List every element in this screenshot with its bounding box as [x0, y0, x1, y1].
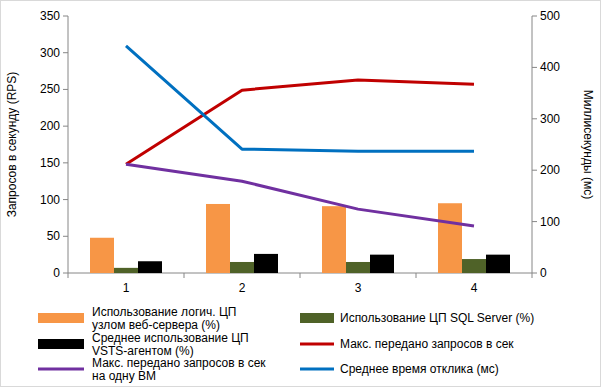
y2-tick-label: 300	[540, 112, 560, 126]
legend-label-line: Макс. передано запросов в сек	[92, 356, 266, 370]
y2-tick	[532, 16, 537, 17]
bar	[346, 262, 370, 273]
y2-tick-label: 0	[540, 266, 547, 280]
y-tick-label: 250	[40, 82, 60, 96]
bar	[370, 255, 394, 273]
y2-tick-label: 100	[540, 215, 560, 229]
y-tick-label: 0	[53, 266, 60, 280]
y-axis	[68, 16, 69, 273]
y-tick	[63, 52, 68, 53]
y-tick	[63, 162, 68, 163]
legend-label: Макс. передано запросов в сек	[340, 337, 514, 351]
bar	[438, 203, 462, 273]
y2-axis	[532, 16, 533, 273]
bar	[230, 262, 254, 273]
x-tick-label: 3	[355, 281, 362, 295]
x-tick	[532, 273, 533, 278]
bar	[322, 206, 346, 273]
bar	[138, 261, 162, 273]
y-tick-label: 200	[40, 119, 60, 133]
y-tick	[63, 199, 68, 200]
y-tick-label: 100	[40, 193, 60, 207]
y2-tick	[532, 118, 537, 119]
legend-label: Использование ЦП SQL Server (%)	[340, 311, 534, 325]
legend-label-line: Использование ЦП SQL Server (%)	[340, 311, 534, 325]
legend-label-line: Макс. передано запросов в сек	[340, 337, 514, 351]
legend-label-line: узлом веб-сервера (%)	[92, 318, 220, 332]
legend: Использование логич. ЦПузлом веб-сервера…	[38, 305, 534, 383]
y2-tick	[532, 273, 537, 274]
chart-border	[1, 1, 601, 387]
bar	[462, 259, 486, 273]
x-tick-label: 1	[123, 281, 130, 295]
chart: 0 50 100 150 200 250 300 350 0 100 200 300 400 500 1 2 3…	[0, 0, 601, 387]
legend-swatch	[300, 313, 334, 323]
legend-label: Среднее время отклика (мс)	[340, 362, 499, 376]
y-tick	[63, 236, 68, 237]
legend-label-line: Среднее использование ЦП	[92, 331, 249, 345]
y2-tick-label: 400	[540, 60, 560, 74]
legend-swatch	[38, 368, 84, 371]
y-tick-label: 350	[40, 9, 60, 23]
line	[126, 46, 474, 151]
x-tick	[416, 273, 417, 278]
legend-swatch	[300, 368, 334, 371]
bar	[90, 238, 114, 273]
legend-swatch	[38, 339, 84, 349]
x-tick-label: 2	[239, 281, 246, 295]
line	[126, 164, 474, 226]
legend-swatch	[38, 313, 84, 323]
legend-label-line: Использование логич. ЦП	[92, 305, 236, 319]
y-tick	[63, 273, 68, 274]
bar	[254, 254, 278, 273]
y-tick-label: 150	[40, 156, 60, 170]
y-tick	[63, 16, 68, 17]
legend-label-line: на одну ВМ	[92, 369, 156, 383]
y2-tick	[532, 170, 537, 171]
legend-label: Макс. передано запросов в секна одну ВМ	[92, 356, 266, 383]
y-tick	[63, 126, 68, 127]
y2-tick	[532, 67, 537, 68]
y-tick	[63, 89, 68, 90]
x-tick	[184, 273, 185, 278]
legend-swatch	[300, 343, 334, 346]
y2-tick-label: 500	[540, 9, 560, 23]
legend-label-line: Среднее время отклика (мс)	[340, 362, 499, 376]
legend-label: Среднее использование ЦПVSTS-агентом (%)	[92, 331, 249, 358]
y-tick-label: 50	[47, 229, 61, 243]
bar	[486, 255, 510, 273]
y2-axis-title: Миллисекунды (мс)	[581, 90, 595, 199]
y2-tick-label: 200	[540, 163, 560, 177]
y2-tick	[532, 221, 537, 222]
y-tick-label: 300	[40, 46, 60, 60]
x-tick	[300, 273, 301, 278]
y-axis-title: Запросов в секунду (RPS)	[5, 72, 19, 218]
legend-label: Использование логич. ЦПузлом веб-сервера…	[92, 305, 236, 332]
x-tick	[68, 273, 69, 278]
plot-area	[90, 46, 510, 273]
x-tick-label: 4	[471, 281, 478, 295]
bar	[206, 204, 230, 273]
bar	[114, 268, 138, 273]
